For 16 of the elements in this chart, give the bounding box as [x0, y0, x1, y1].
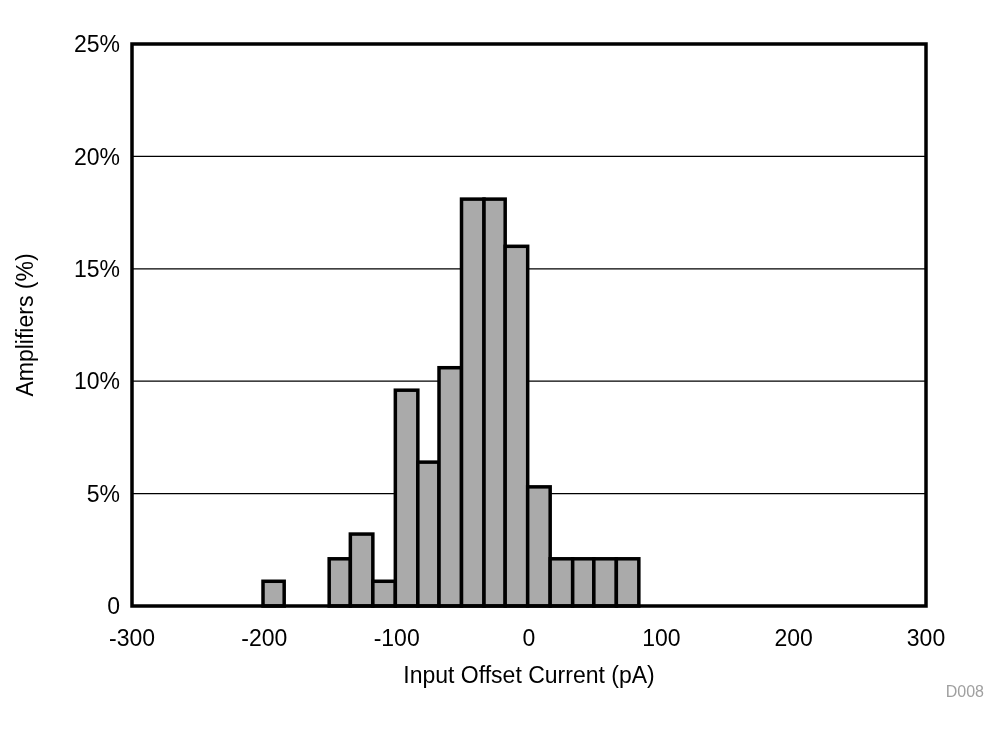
- x-tick-label: -100: [373, 625, 420, 651]
- y-tick-label: 25%: [73, 31, 120, 58]
- x-tick-label: -300: [108, 625, 156, 651]
- x-tick-label: 0: [522, 625, 536, 651]
- y-tick-label: 10%: [73, 368, 120, 395]
- y-tick-label: 15%: [73, 256, 120, 283]
- y-tick-label: 0: [107, 593, 120, 620]
- x-tick-label: 200: [774, 625, 813, 651]
- y-tick-label: 5%: [86, 480, 120, 507]
- y-tick-label: 20%: [73, 143, 120, 170]
- x-tick-label: 100: [642, 625, 681, 651]
- y-axis-title: Amplifiers (%): [12, 253, 38, 397]
- text: D008: [945, 683, 985, 700]
- x-axis-title: Input Offset Current (pA): [403, 662, 655, 688]
- x-tick-label: 300: [906, 625, 946, 651]
- x-tick-label: -200: [241, 625, 288, 651]
